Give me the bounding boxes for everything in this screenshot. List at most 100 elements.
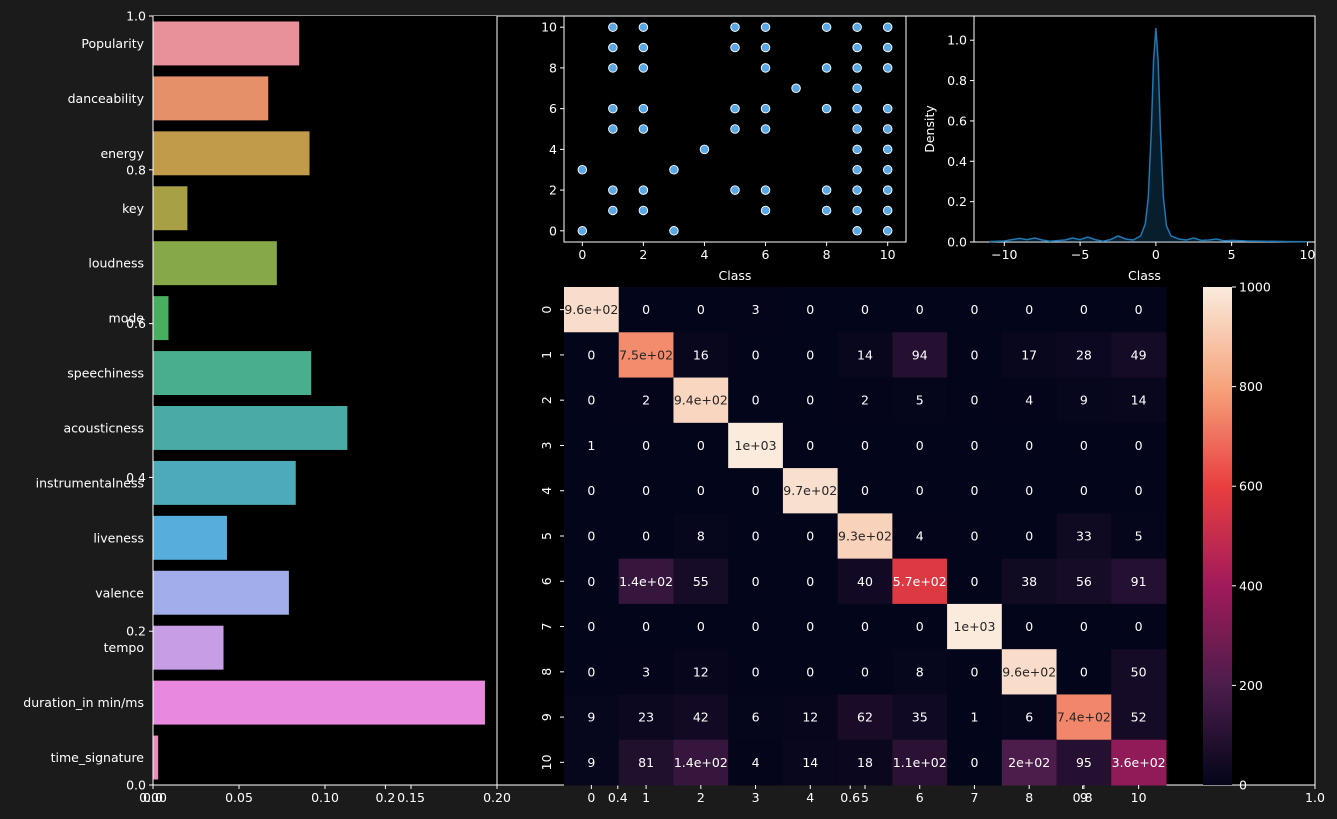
heatmap-cell-value: 0 (970, 302, 978, 317)
heatmap-cell-value: 4 (916, 529, 924, 544)
heatmap-cell-value: 0 (752, 574, 760, 589)
background-y-tick-label: 0.0 (126, 778, 146, 793)
scatter-point (852, 83, 862, 94)
heatmap-cell (618, 468, 674, 514)
scatter-point (638, 22, 649, 32)
heatmap-cell-value: 62 (857, 710, 873, 725)
bar-x-tick-label: 0.15 (397, 790, 425, 805)
heatmap-column-label: 9 (1080, 790, 1088, 805)
heatmap-cell-value: 55 (693, 574, 709, 589)
colorbar-tick-label: 1000 (1239, 280, 1271, 295)
heatmap-cell-value: 0 (642, 529, 650, 544)
heatmap-cell (673, 468, 729, 514)
feature-bar (153, 405, 348, 450)
heatmap-cell (673, 739, 729, 786)
scatter-point (882, 226, 893, 236)
scatter-point (608, 42, 618, 53)
feature-bar (153, 625, 224, 670)
density-x-tick-label: 5 (1228, 247, 1236, 262)
heatmap-column-label: 1 (642, 790, 650, 805)
heatmap-cell (728, 694, 784, 741)
heatmap-cell (1001, 332, 1058, 379)
scatter-point (821, 185, 832, 195)
heatmap-column-label: 0 (587, 790, 595, 805)
heatmap-cell-value: 0 (1025, 302, 1033, 317)
heatmap-cell-value: 0 (916, 438, 924, 453)
scatter-point (638, 63, 649, 73)
heatmap-cell-value: 8 (916, 664, 924, 679)
heatmap-cell-value: 0 (970, 755, 978, 770)
feature-bar (153, 351, 312, 396)
heatmap-cell-value: 56 (1076, 574, 1092, 589)
heatmap-cell-value: 12 (693, 664, 709, 679)
heatmap-row-label: 0 (539, 306, 554, 314)
background-x-tick-label: 0.4 (608, 790, 628, 805)
scatter-point (730, 22, 740, 32)
colorbar-tick-label: 200 (1239, 678, 1263, 693)
heatmap-cell (947, 287, 1003, 333)
heatmap-cell-value: 4 (752, 755, 760, 770)
heatmap-cell (1001, 287, 1058, 333)
background-x-tick-label: 0.6 (840, 790, 860, 805)
heatmap-cell-value: 0 (1025, 529, 1033, 544)
feature-label: energy (100, 146, 144, 161)
heatmap-cell (1111, 468, 1167, 514)
heatmap-cell (892, 287, 948, 333)
scatter-point (638, 185, 649, 195)
heatmap-cell (564, 649, 620, 695)
heatmap-column-label: 10 (1131, 790, 1147, 805)
heatmap-cell-value: 1e+03 (953, 619, 995, 634)
heatmap-cell-value: 0 (697, 302, 705, 317)
heatmap-cell-value: 0 (752, 393, 760, 408)
heatmap-cell-value: 0 (1135, 438, 1143, 453)
scatter-point (821, 22, 832, 32)
heatmap-cell (947, 513, 1003, 560)
scatter-point (852, 185, 862, 195)
heatmap-column-label: 6 (916, 790, 924, 805)
heatmap-cell (618, 558, 674, 605)
heatmap-cell-value: 2 (642, 393, 650, 408)
scatter-point (730, 42, 740, 53)
heatmap-cell-value: 0 (642, 438, 650, 453)
heatmap-cell-value: 3 (642, 664, 650, 679)
heatmap-cell-value: 0 (587, 619, 595, 634)
scatter-y-tick-label: 4 (549, 142, 557, 157)
heatmap-cell (564, 739, 620, 786)
heatmap-cell-value: 14 (1131, 393, 1147, 408)
scatter-point (852, 42, 862, 53)
scatter-y-tick-label: 2 (549, 183, 557, 198)
heatmap-cell-value: 0 (1025, 619, 1033, 634)
scatter-x-axis-label: Class (719, 268, 752, 283)
heatmap-cell-value: 0 (697, 483, 705, 498)
scatter-point (760, 185, 771, 195)
scatter-y-tick-label: 8 (549, 60, 557, 75)
heatmap-cell (837, 649, 893, 695)
heatmap-cell (1056, 739, 1112, 786)
scatter-y-tick-label: 6 (549, 101, 557, 116)
heatmap-row-label: 3 (539, 441, 554, 449)
scatter-point (577, 226, 588, 236)
heatmap-cell (1111, 287, 1167, 333)
heatmap-cell-value: 9 (587, 710, 595, 725)
heatmap-cell (1056, 377, 1112, 424)
density-x-axis-label: Class (1128, 268, 1161, 283)
colorbar-tick-label: 800 (1239, 379, 1263, 394)
heatmap-cell (728, 332, 784, 379)
heatmap-cell (1056, 332, 1112, 379)
class-density-plot: −10 −5 0 5 10 0.0 0.2 0.4 0.6 0.8 1.0 Class Density (922, 15, 1316, 283)
scatter-point (730, 103, 740, 114)
scatter-point (852, 144, 862, 155)
feature-label: speechiness (67, 366, 144, 381)
heatmap-cell-value: 0 (861, 438, 869, 453)
heatmap-cell-value: 40 (857, 574, 873, 589)
heatmap-row-label: 4 (539, 487, 554, 495)
scatter-point (760, 63, 771, 73)
heatmap-colorbar: 0 200 400 600 800 1000 (1203, 280, 1271, 793)
heatmap-cell-value: 49 (1131, 347, 1147, 362)
heatmap-cell (947, 603, 1003, 650)
bar-x-tick-label: 0.10 (311, 790, 339, 805)
heatmap-row-label: 8 (539, 668, 554, 676)
heatmap-cell-value: 5 (916, 393, 924, 408)
heatmap-cell (728, 649, 784, 695)
